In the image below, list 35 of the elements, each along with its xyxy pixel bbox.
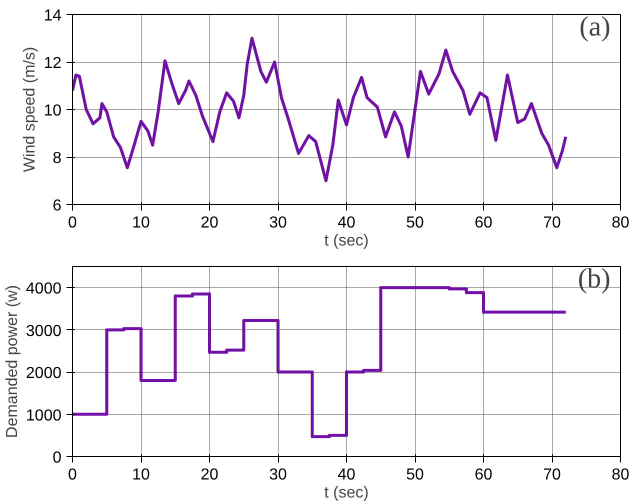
y-axis-title: Demanded power (w) — [4, 285, 21, 438]
y-tick-label: 0 — [52, 450, 62, 466]
x-tick-label: 70 — [543, 466, 561, 484]
x-tick-label: 10 — [132, 214, 150, 232]
x-tick-label: 10 — [132, 466, 150, 484]
x-tick-label: 30 — [269, 214, 287, 232]
x-axis-title: t (sec) — [324, 484, 369, 502]
x-tick-label: 80 — [612, 466, 630, 484]
annotation: (a) — [579, 12, 610, 42]
y-tick-label: 14 — [44, 8, 62, 24]
x-tick-label: 0 — [68, 466, 78, 484]
y-tick-label: 1000 — [26, 407, 62, 424]
x-tick-label: 0 — [68, 214, 78, 232]
y-tick-label: 2000 — [26, 365, 62, 382]
x-tick-label: 60 — [474, 466, 492, 484]
x-axis-title: t (sec) — [324, 232, 369, 250]
x-tick-label: 70 — [543, 214, 561, 232]
annotation: (b) — [578, 264, 611, 294]
y-tick-label: 6 — [52, 198, 62, 214]
y-tick-label: 8 — [52, 150, 62, 167]
x-tick-label: 20 — [200, 214, 218, 232]
x-tick-label: 30 — [269, 466, 287, 484]
y-tick-label: 4000 — [26, 280, 62, 298]
y-tick-label: 3000 — [26, 322, 62, 340]
x-tick-label: 80 — [612, 214, 630, 232]
x-tick-label: 50 — [406, 466, 424, 484]
y-tick-label: 10 — [44, 102, 62, 120]
y-tick-label: 12 — [44, 55, 62, 72]
x-tick-label: 40 — [338, 466, 356, 484]
line-series — [72, 36, 568, 182]
x-tick-label: 40 — [338, 214, 356, 232]
y-axis-title: Wind speed (m/s) — [22, 46, 39, 172]
x-tick-label: 50 — [406, 214, 424, 232]
x-tick-label: 60 — [474, 214, 492, 232]
x-tick-label: 20 — [200, 466, 218, 484]
